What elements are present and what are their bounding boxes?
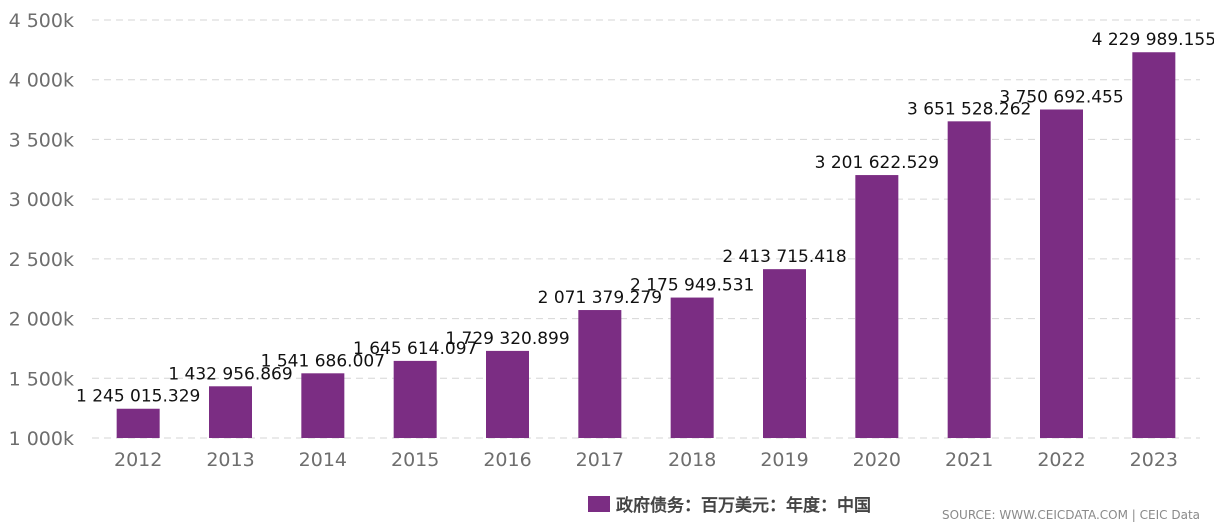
data-label: 3 750 692.455 (999, 87, 1123, 107)
bar (763, 269, 806, 438)
bar (301, 373, 345, 438)
data-label: 1 432 956.869 (168, 364, 292, 384)
bar (855, 175, 899, 439)
x-tick-label: 2022 (1037, 449, 1085, 471)
x-tick-label: 2018 (668, 449, 716, 471)
x-tick-label: 2023 (1130, 449, 1178, 471)
bar (209, 386, 252, 438)
legend: 政府债务：百万美元：年度：中国 (588, 491, 871, 516)
y-tick-label: 4 000k (9, 70, 74, 92)
data-label: 1 729 320.899 (445, 329, 569, 349)
data-label: 3 201 622.529 (815, 153, 939, 173)
bar (578, 310, 622, 438)
data-label: 2 175 949.531 (630, 276, 754, 296)
y-tick-label: 3 500k (9, 129, 74, 151)
bar (947, 121, 991, 439)
x-tick-label: 2019 (760, 449, 808, 471)
bar (486, 350, 529, 438)
legend-label: 政府债务：百万美元：年度：中国 (616, 496, 871, 516)
x-tick-label: 2015 (391, 449, 439, 471)
data-label: 3 651 528.262 (907, 99, 1031, 119)
y-tick-label: 1 000k (9, 428, 74, 450)
data-label: 2 071 379.279 (538, 288, 662, 308)
bar (393, 360, 437, 438)
legend-swatch (588, 495, 610, 512)
y-tick-label: 4 500k (9, 10, 74, 32)
bar (116, 408, 160, 438)
x-tick-label: 2013 (206, 449, 254, 471)
bar (670, 297, 714, 438)
data-label: 2 413 715.418 (722, 247, 846, 267)
y-tick-label: 2 500k (9, 249, 74, 271)
x-tick-label: 2017 (576, 449, 624, 471)
data-label: 1 645 614.097 (353, 339, 477, 359)
bar (1132, 52, 1176, 438)
data-label: 1 541 686.007 (261, 351, 385, 371)
y-tick-label: 3 000k (9, 189, 74, 211)
bar (1040, 109, 1083, 438)
x-tick-label: 2020 (853, 449, 901, 471)
data-label: 1 245 015.329 (76, 387, 200, 407)
source-note: SOURCE: WWW.CEICDATA.COM | CEIC Data (941, 508, 1200, 522)
data-label: 4 229 989.155 (1092, 30, 1214, 50)
x-tick-label: 2014 (299, 449, 347, 471)
y-tick-label: 2 000k (9, 309, 74, 331)
x-tick-label: 2012 (114, 449, 162, 471)
y-tick-label: 1 500k (9, 368, 74, 390)
x-tick-label: 2016 (483, 449, 531, 471)
x-tick-label: 2021 (945, 449, 993, 471)
